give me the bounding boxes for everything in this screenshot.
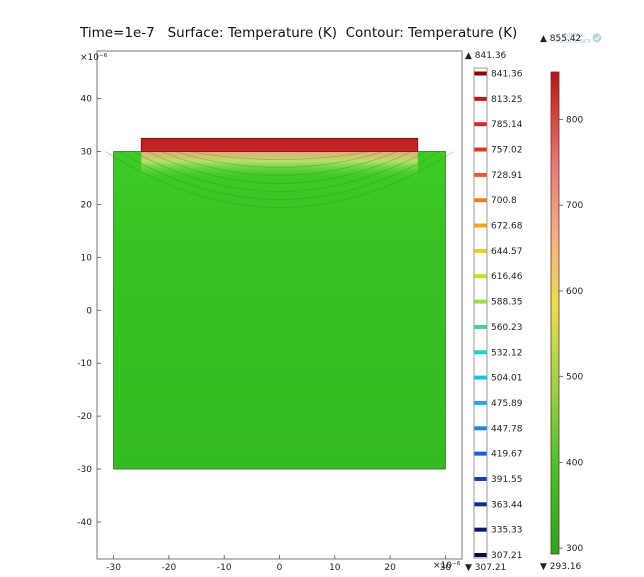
contour-level-label: 447.78: [491, 424, 523, 434]
contour-level-swatch: [474, 96, 487, 101]
contour-level-swatch: [474, 350, 487, 355]
contour-level-swatch: [474, 248, 487, 253]
contour-level-swatch: [474, 400, 487, 405]
surface-colorbar: [550, 71, 560, 555]
contour-level-swatch: [474, 375, 487, 380]
contour-level-label: 644.57: [491, 247, 523, 257]
surface-tick-label: 800: [566, 116, 583, 126]
x-tick-label: 0: [277, 563, 283, 573]
contour-level-label: 363.44: [491, 500, 523, 510]
x-tick-label: 30: [440, 563, 452, 573]
contour-level-swatch: [474, 71, 487, 76]
x-tick-label: 20: [384, 563, 396, 573]
substrate-domain: [113, 151, 446, 470]
y-tick-label: 0: [86, 306, 92, 316]
contour-level-label: 588.35: [491, 298, 523, 308]
y-tick-label: 40: [81, 95, 93, 105]
contour-level-label: 813.25: [491, 95, 523, 105]
contour-level-label: 475.89: [491, 399, 523, 409]
surface-tick-label: 500: [566, 373, 583, 383]
y-tick-label: -30: [77, 465, 92, 475]
surface-legend-min: ▼ 293.16: [540, 562, 582, 572]
contour-line: [105, 151, 454, 208]
y-tick-label: -10: [77, 359, 92, 369]
contour-legend-max: ▲ 841.36: [465, 51, 507, 61]
contour-line: [189, 151, 370, 160]
contour-level-label: 532.12: [491, 348, 523, 358]
contour-level-label: 785.14: [491, 120, 523, 130]
plot-title: Time=1e-7 Surface: Temperature (K) Conto…: [79, 25, 517, 41]
x-tick-label: -30: [106, 563, 121, 573]
contour-legend: ▲ 841.36 ▼ 307.21 841.36 813.25 785.14 757.…: [465, 51, 523, 573]
heat-affected-zone: [141, 151, 418, 180]
contour-level-swatch: [474, 147, 487, 152]
domain-group: [105, 137, 454, 470]
surface-tick-label: 300: [566, 544, 583, 554]
contour-level-swatch: [474, 527, 487, 532]
surface-legend-max: ▲ 855.42: [540, 34, 581, 44]
contour-level-swatch: [474, 122, 487, 127]
heated-layer-domain: [140, 137, 419, 152]
contour-level-swatch: [474, 198, 487, 203]
y-tick-label: 20: [81, 200, 93, 210]
x-axis-multiplier: ×10⁻⁶: [433, 561, 461, 571]
y-tick-label: 10: [81, 253, 93, 263]
contour-line: [133, 151, 426, 192]
contour-level-swatch: [474, 324, 487, 329]
y-axis-multiplier: ×10⁻⁶: [80, 53, 108, 63]
contour-level-label: 419.67: [491, 450, 523, 460]
contour-level-swatch: [474, 223, 487, 228]
contour-legend-min: ▼ 307.21: [465, 563, 506, 573]
x-tick-label: -10: [217, 563, 232, 573]
x-tick-label: 10: [329, 563, 341, 573]
surface-tick-label: 700: [566, 201, 583, 211]
logo-line2: MULTIPHYSICS: [555, 39, 591, 45]
contour-level-label: 335.33: [491, 526, 523, 536]
contour-line: [175, 151, 384, 168]
y-tick-label: -40: [77, 518, 92, 528]
contour-level-label: 307.21: [491, 551, 523, 561]
contour-level-label: 504.01: [491, 374, 523, 384]
y-axis: 40 30 20 10 0 -10 -20 -30 -40: [77, 95, 101, 528]
contour-level-swatch: [474, 274, 487, 279]
contour-level-label: 757.02: [491, 146, 523, 156]
contour-line: [161, 151, 398, 176]
contour-level-swatch: [474, 299, 487, 304]
contour-level-swatch: [474, 451, 487, 456]
x-tick-label: -20: [162, 563, 177, 573]
contour-line: [147, 151, 412, 184]
surface-tick-label: 600: [566, 287, 583, 297]
y-tick-label: 30: [81, 148, 93, 158]
x-axis: -30 -20 -10 0 10 20 30: [106, 555, 451, 573]
surface-tick-label: 400: [566, 458, 583, 468]
contour-level-swatch: [474, 502, 487, 507]
surface-legend: ▲ 855.42 ▼ 293.16 300 400 500 600 700 800: [540, 34, 583, 572]
contour-level-swatch: [474, 476, 487, 481]
contour-level-label: 841.36: [491, 70, 523, 80]
y-tick-label: -20: [77, 412, 92, 422]
contour-level-label: 391.55: [491, 475, 523, 485]
contour-level-label: 560.23: [491, 323, 523, 333]
contour-level-label: 616.46: [491, 272, 523, 282]
contour-level-swatch: [474, 553, 487, 557]
contour-level-swatch: [474, 426, 487, 431]
contour-level-label: 672.68: [491, 222, 523, 232]
comsol-logo: COMSOL MULTIPHYSICS: [555, 33, 602, 45]
contour-line: [119, 151, 440, 200]
contour-level-swatch: [474, 172, 487, 177]
contour-level-label: 700.8: [491, 196, 517, 206]
contour-level-label: 728.91: [491, 171, 523, 181]
contour-legend-frame: [473, 67, 488, 559]
logo-line1: COMSOL: [563, 33, 585, 39]
